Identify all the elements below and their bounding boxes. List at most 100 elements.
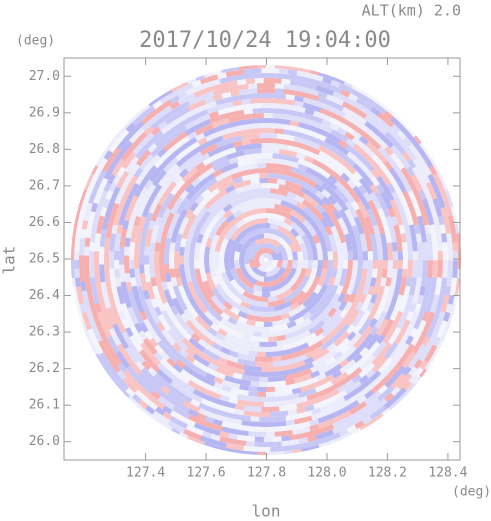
radar-cell xyxy=(427,311,435,322)
radar-cell xyxy=(319,409,330,418)
radar-cell xyxy=(414,206,422,218)
radar-cell xyxy=(383,285,391,296)
radar-cell xyxy=(162,321,172,332)
radar-cell xyxy=(224,255,230,265)
radar-cell xyxy=(289,155,300,164)
radar-cell xyxy=(120,170,130,181)
radar-cell xyxy=(177,414,188,424)
radar-cell xyxy=(259,301,269,308)
radar-cell xyxy=(391,242,398,252)
radar-cell xyxy=(267,300,278,307)
radar-cell xyxy=(370,333,380,344)
radar-cell xyxy=(283,124,293,131)
radar-cell xyxy=(233,259,241,270)
radar-cell xyxy=(392,327,402,338)
radar-cell xyxy=(319,404,330,413)
radar-cell xyxy=(357,128,369,139)
radar-cell xyxy=(339,316,350,327)
radar-cell xyxy=(142,289,151,300)
radar-cell xyxy=(275,219,286,228)
radar-cell xyxy=(290,288,301,299)
radar-cell xyxy=(169,250,175,260)
radar-cell xyxy=(281,113,291,121)
radar-cell xyxy=(333,97,345,106)
radar-cell xyxy=(358,135,370,146)
radar-cell xyxy=(129,174,139,186)
radar-cell xyxy=(302,97,313,105)
radar-cell xyxy=(194,268,202,278)
radar-cell xyxy=(187,131,198,141)
radar-cell xyxy=(114,315,123,326)
radar-cell xyxy=(259,138,269,144)
radar-cell xyxy=(136,207,145,218)
radar-cell xyxy=(170,276,178,287)
radar-cell xyxy=(344,309,354,320)
radar-cell xyxy=(111,362,121,373)
radar-cell xyxy=(274,208,284,216)
radar-cell xyxy=(136,302,145,313)
radar-cell xyxy=(182,400,193,409)
radar-cell xyxy=(130,163,141,174)
radar-cell xyxy=(196,99,207,108)
radar-cell xyxy=(107,173,116,185)
radar-cell xyxy=(163,169,174,180)
radar-cell xyxy=(252,289,263,297)
radar-cell xyxy=(91,224,98,234)
radar-cell xyxy=(175,233,183,244)
radar-cell xyxy=(285,94,296,101)
radar-cell xyxy=(387,175,398,186)
radar-cell xyxy=(227,391,238,399)
radar-cell xyxy=(311,153,323,162)
radar-cell xyxy=(183,308,193,319)
radar-cell xyxy=(284,337,295,345)
radar-cell xyxy=(239,164,250,172)
radar-cell xyxy=(149,172,159,183)
radar-cell xyxy=(291,171,302,180)
radar-cell xyxy=(111,343,121,354)
radar-cell xyxy=(381,104,391,113)
radar-cell xyxy=(220,226,231,237)
x-tick-label: 128.0 xyxy=(307,466,346,481)
radar-cell xyxy=(332,356,344,367)
radar-cell xyxy=(150,383,161,394)
radar-cell xyxy=(245,118,256,125)
radar-cell xyxy=(250,133,260,139)
radar-cell xyxy=(344,233,352,244)
radar-cell xyxy=(300,446,311,452)
radar-cell xyxy=(228,350,239,358)
radar-cell xyxy=(402,260,408,270)
radar-cell xyxy=(301,368,313,377)
radar-cell xyxy=(369,325,379,337)
radar-cell xyxy=(281,251,289,261)
radar-cell xyxy=(350,123,362,133)
radar-cell xyxy=(153,259,160,270)
radar-cell xyxy=(396,387,407,398)
radar-cell xyxy=(210,78,222,87)
radar-cell xyxy=(281,300,292,309)
radar-cell xyxy=(103,211,112,222)
radar-cell xyxy=(96,223,103,234)
radar-cell xyxy=(125,122,136,133)
radar-cell xyxy=(126,357,137,369)
radar-cell xyxy=(252,228,263,236)
radar-cell xyxy=(297,251,304,261)
radar-cell xyxy=(345,138,356,148)
radar-cell xyxy=(221,426,232,434)
radar-cell xyxy=(175,86,186,96)
radar-cell xyxy=(312,396,324,405)
radar-cell xyxy=(138,399,149,410)
radar-cell xyxy=(377,160,387,172)
radar-cell xyxy=(120,206,129,218)
radar-cell xyxy=(359,277,367,287)
radar-cell xyxy=(197,332,208,342)
radar-cell xyxy=(104,237,111,247)
radar-cell xyxy=(319,102,330,111)
radar-cell xyxy=(375,233,382,244)
radar-cell xyxy=(138,160,149,171)
radar-cell xyxy=(252,103,262,109)
radar-cell xyxy=(384,145,395,157)
radar-cell xyxy=(234,150,245,158)
radar-cell xyxy=(327,406,338,415)
radar-cell xyxy=(293,371,304,379)
radar-cell xyxy=(207,333,218,343)
